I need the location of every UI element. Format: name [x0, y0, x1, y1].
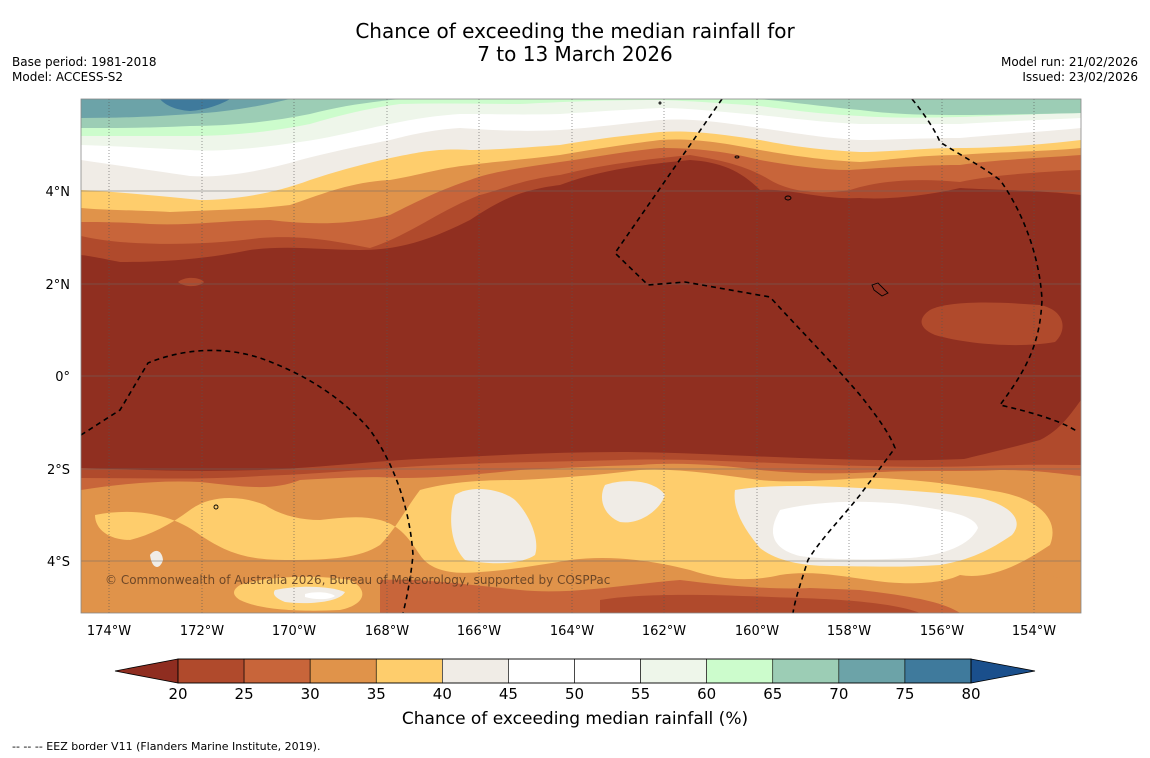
patch-east — [921, 302, 1063, 346]
colorbar-tick-label: 20 — [168, 685, 187, 703]
colorbar-tick-label: 25 — [235, 685, 254, 703]
island-d — [734, 155, 740, 159]
lat-labels: 4°N 2°N 0° 2°S 4°S — [46, 185, 71, 570]
band-south-50 — [451, 488, 537, 564]
colorbar-cell — [574, 658, 641, 684]
band-south-50-d — [150, 550, 163, 567]
colorbar-tick-label: 75 — [895, 685, 914, 703]
eez-legend-note: -- -- -- EEZ border V11 (Flanders Marine… — [12, 740, 321, 753]
patch-east-edge — [960, 400, 1081, 460]
colorbar-cell — [309, 658, 377, 684]
map-field — [81, 99, 1081, 613]
lon-label-1: 172°W — [180, 624, 224, 639]
copyright-text: © Commonwealth of Australia 2026, Bureau… — [105, 573, 610, 587]
lon-label-3: 168°W — [365, 624, 409, 639]
lat-label-1: 2°N — [46, 278, 71, 293]
colorbar-cell — [706, 658, 774, 684]
issued-date: Issued: 23/02/2026 — [1022, 70, 1138, 84]
colorbar-under-arrow — [114, 658, 179, 684]
lon-label-10: 154°W — [1012, 624, 1056, 639]
band-south-40-east — [1035, 558, 1081, 579]
lon-label-8: 158°W — [827, 624, 871, 639]
colorbar-cells — [177, 658, 972, 684]
meta-right: Model run: 21/02/2026 Issued: 23/02/2026 — [1001, 55, 1138, 85]
colorbar-cell — [904, 658, 972, 684]
band-south-55 — [772, 501, 978, 560]
meta-left: Base period: 1981-2018 Model: ACCESS-S2 — [12, 55, 157, 85]
colorbar-cell — [442, 658, 509, 684]
island-b — [871, 282, 889, 297]
lon-label-9: 156°W — [920, 624, 964, 639]
lat-label-0: 4°N — [46, 185, 71, 200]
lon-label-6: 162°W — [642, 624, 686, 639]
chart-title-line1: Chance of exceeding the median rainfall … — [355, 19, 795, 43]
model-run: Model run: 21/02/2026 — [1000, 55, 1138, 69]
band-south-25-s — [600, 594, 920, 613]
colorbar-ticks: 20 25 30 35 40 45 50 55 60 65 70 75 80 — [168, 685, 980, 703]
colorbar-cell — [838, 658, 906, 684]
colorbar-cell — [243, 658, 311, 684]
island-e — [658, 101, 662, 105]
band-south-50-b — [601, 481, 665, 523]
lat-label-3: 2°S — [47, 463, 70, 478]
colorbar-tick-label: 55 — [631, 685, 650, 703]
band-north-80 — [160, 99, 230, 111]
band-north-70-east — [760, 99, 1081, 115]
colorbar-tick-label: 80 — [961, 685, 980, 703]
eez-east — [911, 99, 1079, 433]
lon-label-7: 160°W — [735, 624, 779, 639]
lon-label-4: 166°W — [457, 624, 501, 639]
colorbar-frame — [177, 658, 972, 684]
lon-label-5: 164°W — [550, 624, 594, 639]
eez-borders — [81, 99, 1079, 613]
colorbar-tick-label: 70 — [829, 685, 848, 703]
lon-label-0: 174°W — [87, 624, 131, 639]
colorbar-over-arrow — [970, 658, 1036, 684]
base-period: Base period: 1981-2018 — [12, 55, 157, 69]
colorbar-cell — [640, 658, 707, 684]
lon-label-2: 170°W — [272, 624, 316, 639]
colorbar-label: Chance of exceeding median rainfall (%) — [401, 709, 749, 729]
colorbar-cell — [375, 658, 443, 684]
island-a — [784, 195, 792, 201]
lon-labels: 174°W 172°W 170°W 168°W 166°W 164°W 162°… — [87, 624, 1056, 639]
colorbar-tick-label: 40 — [433, 685, 452, 703]
colorbar-tick-label: 60 — [697, 685, 716, 703]
island-c — [213, 504, 219, 510]
lat-gridlines — [81, 190, 1081, 562]
chart-title-line2: 7 to 13 March 2026 — [477, 42, 673, 66]
colorbar-cell — [177, 658, 245, 684]
lat-label-4: 4°S — [47, 555, 70, 570]
colorbar-tick-label: 45 — [499, 685, 518, 703]
colorbar-cell — [772, 658, 840, 684]
colorbar-tick-label: 30 — [301, 685, 320, 703]
map-frame — [80, 98, 1082, 614]
model-name: Model: ACCESS-S2 — [12, 70, 124, 84]
islands — [213, 101, 889, 510]
colorbar-tick-label: 50 — [565, 685, 584, 703]
colorbar-tick-label: 35 — [367, 685, 386, 703]
colorbar-tick-label: 65 — [763, 685, 782, 703]
lat-label-2: 0° — [55, 370, 70, 385]
colorbar-cell — [508, 658, 575, 684]
colorbar: 20 25 30 35 40 45 50 55 60 65 70 75 80 — [114, 658, 1036, 703]
band-south-55-b — [305, 592, 335, 600]
